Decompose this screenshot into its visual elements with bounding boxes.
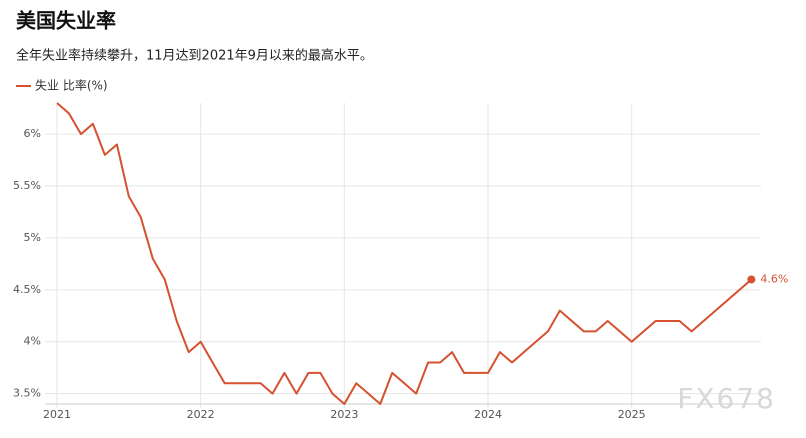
point [747, 275, 756, 284]
y-tick-label: 3.5% [13, 387, 41, 400]
x-tick-label: 2024 [474, 408, 502, 421]
line [56, 102, 753, 405]
value-label: 4.6% [760, 272, 788, 285]
y-tick-label: 5% [24, 231, 41, 244]
chart-title: 美国失业率 [16, 9, 116, 33]
x-tick-label: 2021 [43, 408, 71, 421]
legend-label: 失业 比率(%) [35, 78, 108, 93]
y-tick-label: 4% [24, 335, 41, 348]
x-tick-label: 2023 [330, 408, 358, 421]
chart-subtitle: 全年失业率持续攀升，11月达到2021年9月以来的最高水平。 [16, 48, 373, 64]
y-tick-label: 6% [24, 127, 41, 140]
x-tick-label: 2022 [187, 408, 215, 421]
x-tick-label: 2025 [618, 408, 646, 421]
y-tick-label: 4.5% [13, 283, 41, 296]
y-tick-label: 5.5% [13, 179, 41, 192]
watermark: FX678 [677, 382, 776, 415]
